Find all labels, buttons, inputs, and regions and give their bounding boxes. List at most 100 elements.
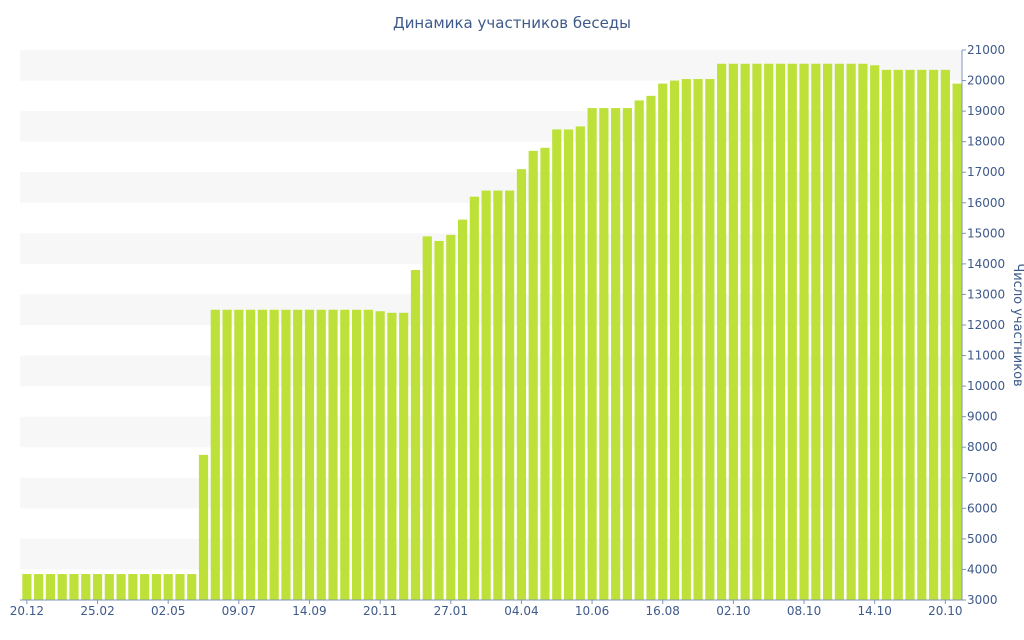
bar [328,309,338,600]
bars [22,63,962,601]
y-tick-label: 18000 [967,135,1005,149]
bar [846,63,856,600]
bar [563,129,574,600]
bar [269,309,279,600]
bar [599,108,609,600]
bar [481,190,491,600]
bar [175,574,185,600]
x-tick-label: 16.08 [646,604,680,618]
y-tick-label: 3000 [967,593,998,607]
bar [493,190,503,600]
bar [928,69,939,601]
bar [587,108,597,600]
bar [646,95,656,600]
bar [575,126,585,600]
bar [940,69,950,601]
bar [151,574,161,600]
bar [905,69,915,601]
x-tick-label: 20.12 [10,604,44,618]
y-tick-label: 7000 [967,471,998,485]
bar [387,312,397,600]
bar [669,80,680,600]
bar [234,309,244,600]
bar [693,79,703,600]
bar [705,79,715,600]
bar [717,63,727,600]
bar [740,63,750,600]
grid-band [20,233,962,264]
bar [811,63,821,600]
bar [363,309,373,600]
bar [764,63,774,600]
bar [316,309,326,600]
grid-band [20,294,962,325]
y-ticks: 3000 4000 5000 6000 7000 8000 9000 10000 11000 12… [962,43,1005,607]
bar [823,63,833,600]
bar [775,63,786,600]
y-tick-label: 21000 [967,43,1005,57]
x-tick-label: 04.04 [504,604,538,618]
x-tick-label: 09.07 [222,604,256,618]
x-tick-label: 14.10 [858,604,892,618]
bar [22,574,32,600]
y-tick-label: 15000 [967,226,1005,240]
bar [469,196,479,601]
bar [410,270,421,600]
grid-band [20,416,962,448]
x-tick-label: 02.10 [716,604,750,618]
y-tick-label: 12000 [967,318,1005,332]
x-tick-label: 20.11 [363,604,397,618]
bar [399,312,409,600]
grid-band [20,111,962,142]
bar [858,63,868,600]
bar [434,240,444,600]
bar [681,79,691,600]
bar [446,234,456,601]
bar [293,309,303,600]
bar [834,63,844,600]
y-tick-label: 14000 [967,257,1005,271]
grid-band [20,538,962,570]
bar [422,236,432,600]
bar [752,63,762,600]
bar [257,309,267,600]
y-tick-label: 13000 [967,287,1005,301]
x-tick-label: 27.01 [434,604,468,618]
bar [917,69,927,601]
bar [787,63,797,600]
bar [104,574,114,600]
bar [210,309,220,600]
x-tick-label: 14.09 [292,604,326,618]
bar [516,169,527,601]
y-tick-label: 16000 [967,196,1005,210]
bar [952,83,962,601]
bar [57,574,67,600]
bar [799,63,809,600]
bar [658,83,668,601]
y-tick-label: 9000 [967,410,998,424]
bar [140,574,150,600]
x-tick-label: 20.10 [928,604,962,618]
grid-band [20,172,962,203]
bar [870,65,880,600]
bar [634,100,644,601]
y-tick-label: 6000 [967,501,998,515]
bar [34,574,44,600]
bar [728,63,738,600]
y-tick-label: 20000 [967,74,1005,88]
grid-band [20,477,962,509]
y-axis-label: Число участников [1010,263,1024,386]
grid-band [20,355,962,387]
bar [69,574,79,600]
x-tick-label: 25.02 [80,604,114,618]
bar [304,309,315,600]
bar [45,574,56,600]
y-tick-label: 19000 [967,104,1005,118]
bar [881,69,892,601]
bar [163,574,173,600]
bar [505,190,515,600]
bar [198,454,209,600]
bar [893,69,903,601]
bar [611,108,621,600]
